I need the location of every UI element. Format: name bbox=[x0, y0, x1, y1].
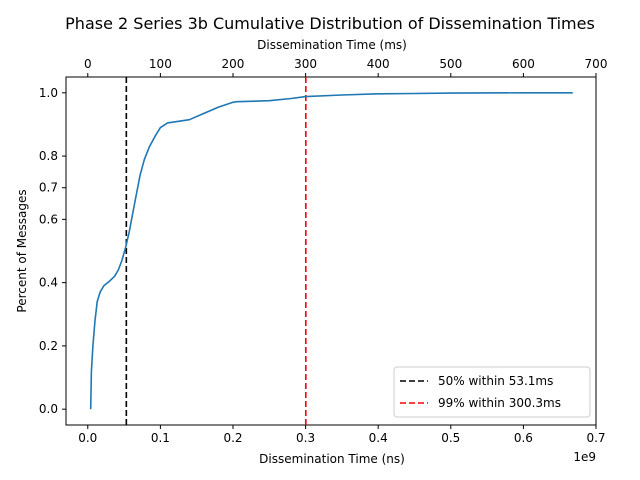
y-tick-label: 0.0 bbox=[39, 402, 58, 416]
x-tick-label: 0.3 bbox=[296, 431, 315, 445]
x-tick-label: 0.2 bbox=[223, 431, 242, 445]
legend-label: 99% within 300.3ms bbox=[438, 396, 561, 410]
legend-label: 50% within 53.1ms bbox=[438, 374, 553, 388]
chart-title: Phase 2 Series 3b Cumulative Distributio… bbox=[65, 14, 595, 33]
x-tick-label: 0.7 bbox=[586, 431, 605, 445]
x-top-tick-label: 600 bbox=[512, 57, 535, 71]
plot-frame bbox=[65, 76, 597, 426]
y-tick-label: 0.2 bbox=[39, 339, 58, 353]
x-top-tick-label: 200 bbox=[222, 57, 245, 71]
plot-area bbox=[65, 76, 597, 426]
x-top-tick-label: 500 bbox=[439, 57, 462, 71]
x-top-tick-label: 400 bbox=[367, 57, 390, 71]
y-axis-label: Percent of Messages bbox=[15, 189, 29, 312]
cdf-line bbox=[89, 92, 573, 410]
series-lines bbox=[89, 92, 573, 410]
y-axis-ticks: 0.0 0.2 0.4 0.6 0.7 0.8 1.0 bbox=[39, 86, 66, 416]
threshold-markers bbox=[125, 77, 307, 425]
x-tick-label: 0.1 bbox=[151, 431, 170, 445]
x-axis-label: Dissemination Time (ns) bbox=[259, 452, 405, 466]
x-top-tick-label: 0 bbox=[84, 57, 92, 71]
x-tick-label: 0.6 bbox=[514, 431, 533, 445]
legend: 50% within 53.1ms 99% within 300.3ms bbox=[393, 366, 591, 418]
y-tick-label: 0.4 bbox=[39, 276, 58, 290]
x-top-axis-label: Dissemination Time (ms) bbox=[257, 38, 407, 52]
x-top-tick-label: 100 bbox=[149, 57, 172, 71]
x-tick-label: 0.0 bbox=[78, 431, 97, 445]
x-tick-label: 0.5 bbox=[441, 431, 460, 445]
x-axis-offset-label: 1e9 bbox=[573, 450, 596, 464]
y-tick-label: 0.7 bbox=[39, 181, 58, 195]
y-tick-label: 1.0 bbox=[39, 86, 58, 100]
y-tick-label: 0.6 bbox=[39, 212, 58, 226]
y-tick-label: 0.8 bbox=[39, 149, 58, 163]
legend-box bbox=[393, 366, 591, 418]
x-tick-label: 0.4 bbox=[369, 431, 388, 445]
x-top-tick-label: 700 bbox=[585, 57, 608, 71]
x-axis-ticks: 0.0 0.1 0.2 0.3 0.4 0.5 0.6 0.7 bbox=[78, 425, 606, 445]
x-top-tick-label: 300 bbox=[294, 57, 317, 71]
x-top-axis-ticks: 0 100 200 300 400 500 600 700 bbox=[84, 57, 607, 77]
